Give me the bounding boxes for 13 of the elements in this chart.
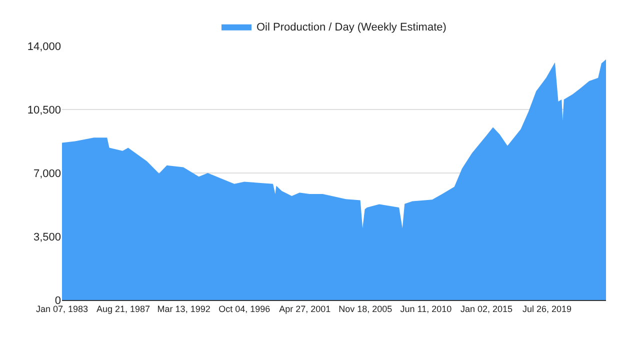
x-tick-label: Oct 04, 1996: [218, 304, 270, 314]
y-tick-label: 14,000: [27, 40, 61, 53]
legend-label: Oil Production / Day (Weekly Estimate): [256, 22, 446, 34]
x-tick-label: Jul 26, 2019: [522, 304, 572, 314]
x-tick-label: Jan 02, 2015: [460, 304, 512, 314]
y-tick-label: 3,500: [33, 231, 61, 244]
x-tick-label: Apr 27, 2001: [279, 304, 331, 314]
y-tick-label: 7,000: [33, 168, 61, 180]
y-tick-label: 10,500: [27, 104, 61, 116]
x-tick-label: Jun 11, 2010: [400, 304, 452, 314]
x-tick-label: Nov 18, 2005: [338, 304, 392, 314]
x-tick-label: Aug 21, 1987: [96, 304, 150, 314]
x-tick-label: Mar 13, 1992: [157, 304, 210, 314]
